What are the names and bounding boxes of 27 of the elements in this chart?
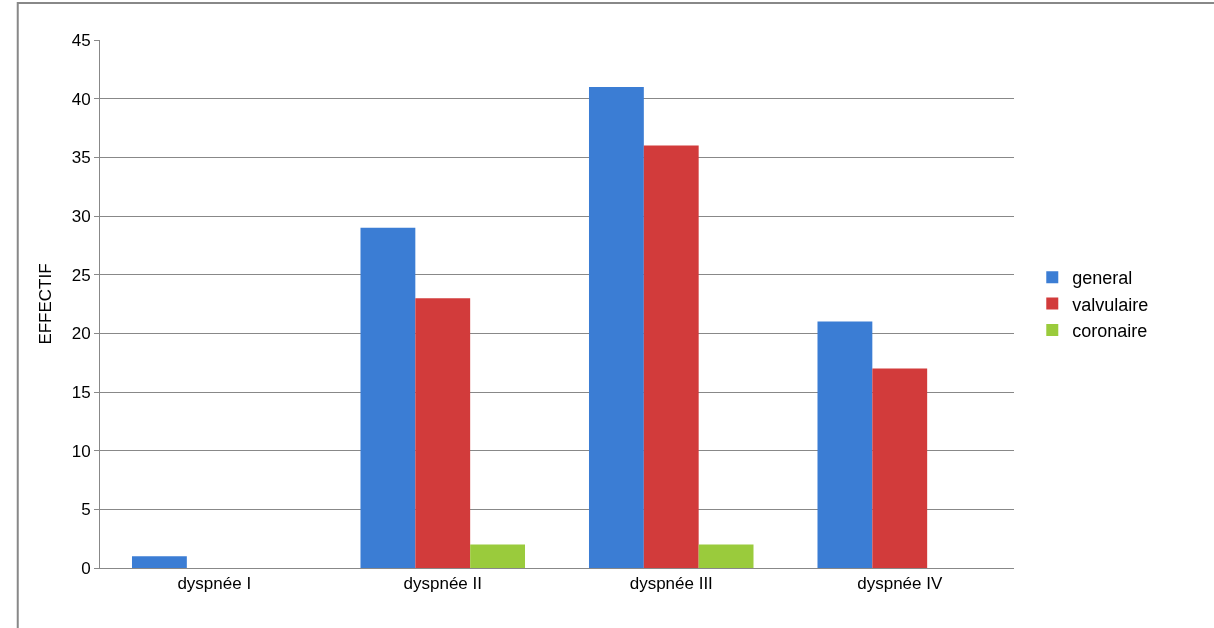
y-tick-label: 10 bbox=[71, 441, 91, 461]
y-tick-label: 25 bbox=[71, 265, 91, 285]
bar bbox=[588, 86, 644, 568]
bar bbox=[360, 227, 416, 568]
y-axis-title: EFFECTIF bbox=[36, 263, 56, 345]
y-tick-label: 5 bbox=[81, 500, 91, 520]
bar bbox=[872, 368, 928, 568]
y-tick-label: 20 bbox=[71, 324, 91, 344]
bar bbox=[643, 145, 699, 568]
y-tick-label: 30 bbox=[71, 206, 91, 226]
legend-label: valvulaire bbox=[1072, 294, 1149, 315]
x-tick-label: dyspnée III bbox=[629, 574, 713, 594]
x-tick-label: dyspnée II bbox=[403, 574, 482, 594]
x-tick-label: dyspnée IV bbox=[857, 574, 943, 594]
bar bbox=[698, 544, 754, 568]
bar bbox=[415, 298, 471, 568]
x-tick-label: dyspnée I bbox=[177, 574, 252, 594]
y-tick-label: 40 bbox=[71, 89, 91, 109]
y-tick-label: 0 bbox=[81, 558, 91, 578]
bar bbox=[470, 544, 526, 568]
bar bbox=[817, 321, 873, 568]
y-tick-label: 15 bbox=[71, 382, 91, 402]
y-tick-label: 35 bbox=[71, 148, 91, 168]
bar bbox=[131, 556, 187, 568]
legend-label: general bbox=[1072, 268, 1133, 289]
y-tick-label: 45 bbox=[71, 30, 91, 50]
legend-label: coronaire bbox=[1072, 321, 1148, 342]
